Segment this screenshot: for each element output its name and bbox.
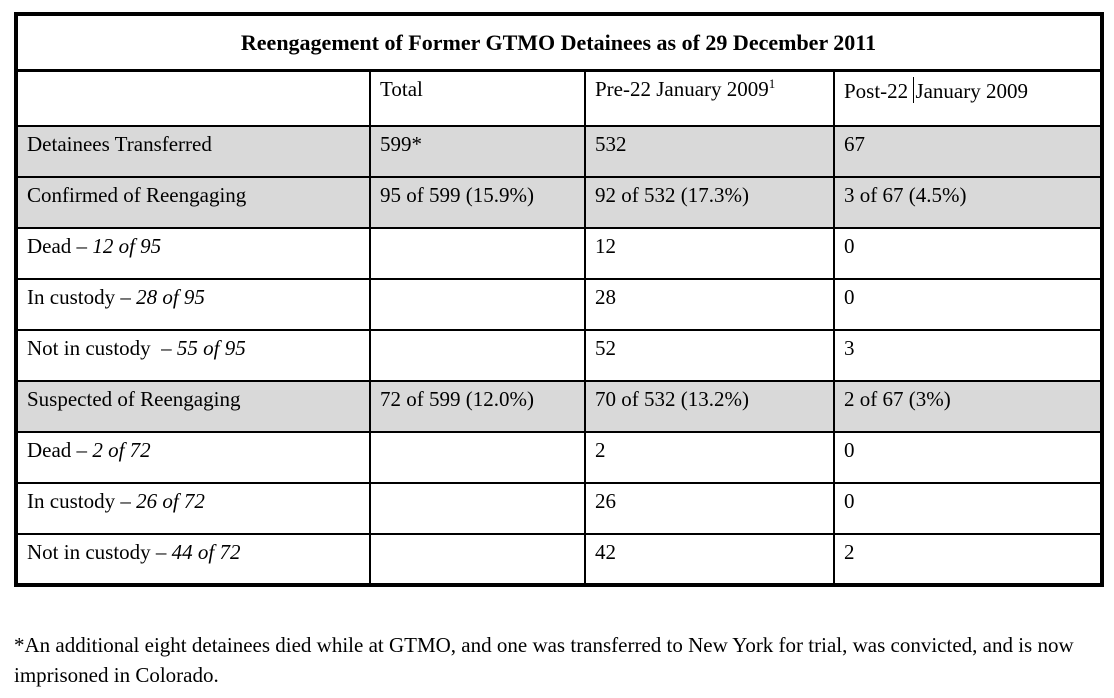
table-row-suspected-dead: Dead – 2 of 72 2 0 xyxy=(15,431,1103,484)
row-label: Dead – 12 of 95 xyxy=(15,227,371,280)
cell-post: 3 xyxy=(833,329,1103,382)
cell-total xyxy=(369,482,586,535)
row-label-italic: 28 of 95 xyxy=(136,285,205,309)
table-row-suspected-not-in-custody: Not in custody – 44 of 72 42 2 xyxy=(15,533,1103,586)
row-label-text: In custody – xyxy=(27,285,137,309)
row-label-text: Suspected of Reengaging xyxy=(27,387,241,411)
cell-total: 95 of 599 (15.9%) xyxy=(369,176,586,229)
cell-post: 0 xyxy=(833,431,1103,484)
header-total: Total xyxy=(369,69,586,127)
header-post-label-start: Post-22 xyxy=(844,79,914,103)
cell-post: 0 xyxy=(833,278,1103,331)
row-label-text: Dead – xyxy=(27,438,93,462)
cell-post: 3 of 67 (4.5%) xyxy=(833,176,1103,229)
text-cursor xyxy=(913,77,915,103)
header-post-22-jan-2009: Post-22 January 2009 xyxy=(833,69,1103,127)
header-post-label-end: January 2009 xyxy=(915,79,1028,103)
table-row-confirmed-not-in-custody: Not in custody – 55 of 95 52 3 xyxy=(15,329,1103,382)
cell-total xyxy=(369,329,586,382)
table-title: Reengagement of Former GTMO Detainees as… xyxy=(15,13,1103,72)
row-label: In custody – 28 of 95 xyxy=(15,278,371,331)
cell-post: 2 xyxy=(833,533,1103,586)
cell-pre: 42 xyxy=(584,533,835,586)
row-label: Detainees Transferred xyxy=(15,125,371,178)
table-row-suspected-in-custody: In custody – 26 of 72 26 0 xyxy=(15,482,1103,535)
row-label: Not in custody – 44 of 72 xyxy=(15,533,371,586)
table-row-confirmed-dead: Dead – 12 of 95 12 0 xyxy=(15,227,1103,280)
cell-pre: 12 xyxy=(584,227,835,280)
cell-total xyxy=(369,227,586,280)
cell-total xyxy=(369,278,586,331)
row-label: In custody – 26 of 72 xyxy=(15,482,371,535)
header-pre-label: Pre-22 January 2009 xyxy=(595,77,769,101)
row-label-text: Not in custody – xyxy=(27,336,177,360)
cell-pre: 26 xyxy=(584,482,835,535)
table-row-confirmed-in-custody: In custody – 28 of 95 28 0 xyxy=(15,278,1103,331)
footnote-reference: 1 xyxy=(768,76,776,91)
table-row: Total Pre-22 January 20091 Post-22 Janua… xyxy=(15,69,1103,127)
row-label-italic: 2 of 72 xyxy=(92,438,151,462)
header-pre-22-jan-2009: Pre-22 January 20091 xyxy=(584,69,835,127)
cell-total: 599* xyxy=(369,125,586,178)
header-blank-cell xyxy=(15,69,371,127)
row-label-text: Detainees Transferred xyxy=(27,132,212,156)
cell-post: 67 xyxy=(833,125,1103,178)
row-label: Not in custody – 55 of 95 xyxy=(15,329,371,382)
cell-pre: 92 of 532 (17.3%) xyxy=(584,176,835,229)
row-label-italic: 12 of 95 xyxy=(92,234,162,258)
row-label-text: Confirmed of Reengaging xyxy=(27,183,247,207)
cell-pre: 70 of 532 (13.2%) xyxy=(584,380,835,433)
row-label-italic: 26 of 72 xyxy=(136,489,205,513)
row-label-text: Dead – xyxy=(27,234,93,258)
cell-total xyxy=(369,431,586,484)
table-row-detainees-transferred: Detainees Transferred 599* 532 67 xyxy=(15,125,1103,178)
cell-pre: 28 xyxy=(584,278,835,331)
row-label-italic: 55 of 95 xyxy=(176,336,246,360)
row-label-text: In custody – xyxy=(27,489,137,513)
footnote: *An additional eight detainees died whil… xyxy=(14,633,1074,687)
table-row-suspected-reengaging: Suspected of Reengaging 72 of 599 (12.0%… xyxy=(15,380,1103,433)
cell-total xyxy=(369,533,586,586)
row-label: Confirmed of Reengaging xyxy=(15,176,371,229)
table-row: Reengagement of Former GTMO Detainees as… xyxy=(15,13,1103,72)
cell-post: 0 xyxy=(833,482,1103,535)
row-label: Dead – 2 of 72 xyxy=(15,431,371,484)
cell-post: 0 xyxy=(833,227,1103,280)
cell-post: 2 of 67 (3%) xyxy=(833,380,1103,433)
cell-pre: 532 xyxy=(584,125,835,178)
reengagement-table: Reengagement of Former GTMO Detainees as… xyxy=(14,12,1104,587)
row-label: Suspected of Reengaging xyxy=(15,380,371,433)
cell-pre: 2 xyxy=(584,431,835,484)
row-label-italic: 44 of 72 xyxy=(171,540,241,564)
table-row-confirmed-reengaging: Confirmed of Reengaging 95 of 599 (15.9%… xyxy=(15,176,1103,229)
row-label-text: Not in custody – xyxy=(27,540,172,564)
cell-total: 72 of 599 (12.0%) xyxy=(369,380,586,433)
cell-pre: 52 xyxy=(584,329,835,382)
